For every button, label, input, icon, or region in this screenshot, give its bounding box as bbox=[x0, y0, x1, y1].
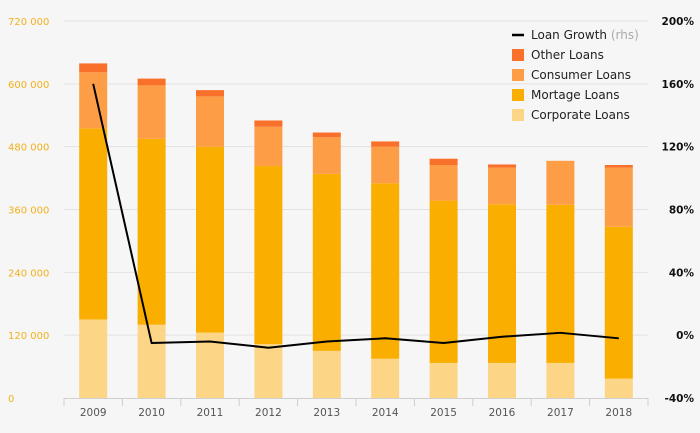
bar-segment bbox=[196, 96, 224, 147]
y-right-tick-label: -40% bbox=[665, 393, 695, 405]
y-left-tick-label: 240 000 bbox=[8, 268, 49, 279]
bar-segment bbox=[371, 146, 400, 184]
bar-segment bbox=[604, 378, 633, 398]
bar-segment bbox=[604, 167, 633, 227]
y-right-tick-label: 120% bbox=[662, 142, 695, 154]
bar-segment bbox=[371, 141, 400, 147]
bar-segment bbox=[429, 158, 458, 165]
legend-label: Loan Growth (rhs) bbox=[531, 28, 639, 42]
legend-swatch bbox=[512, 69, 524, 81]
y-right-tick-label: 80% bbox=[669, 205, 695, 217]
legend-note: (rhs) bbox=[611, 28, 639, 42]
bar-segment bbox=[429, 362, 458, 398]
bar-segment bbox=[137, 324, 166, 398]
bar-segment bbox=[137, 78, 166, 86]
x-tick-label: 2009 bbox=[80, 407, 107, 419]
x-tick-label: 2011 bbox=[197, 407, 224, 419]
bar-segment bbox=[546, 362, 575, 398]
bar-segment bbox=[488, 164, 516, 168]
legend-swatch bbox=[512, 89, 524, 101]
y-left-tick-label: 120 000 bbox=[8, 331, 49, 342]
bar-segment bbox=[312, 350, 341, 398]
bar-segment bbox=[254, 126, 283, 167]
legend-label: Corporate Loans bbox=[531, 108, 630, 122]
bar-segment bbox=[488, 362, 516, 398]
bar-segment bbox=[371, 183, 400, 359]
x-tick-label: 2014 bbox=[372, 407, 399, 419]
bar-segment bbox=[312, 137, 341, 174]
bar-segment bbox=[546, 160, 575, 205]
bar-segment bbox=[254, 120, 283, 127]
bar-segment bbox=[604, 226, 633, 379]
bar-segment bbox=[254, 344, 283, 398]
bar-segment bbox=[546, 204, 575, 363]
bar-segment bbox=[429, 164, 458, 201]
legend-label: Other Loans bbox=[531, 48, 604, 62]
y-right-tick-label: 200% bbox=[662, 16, 695, 28]
y-left-tick-label: 360 000 bbox=[8, 206, 49, 217]
legend-swatch bbox=[512, 109, 524, 121]
bar-segment bbox=[371, 358, 400, 398]
y-right-tick-label: 0% bbox=[676, 330, 694, 342]
legend-label: Mortage Loans bbox=[531, 88, 620, 102]
x-tick-label: 2016 bbox=[489, 407, 516, 419]
y-left-tick-label: 0 bbox=[8, 394, 14, 405]
x-tick-label: 2017 bbox=[547, 407, 574, 419]
bar-segment bbox=[79, 63, 108, 73]
y-right-tick-label: 160% bbox=[662, 79, 695, 91]
bar-segment bbox=[79, 319, 108, 398]
x-tick-label: 2010 bbox=[138, 407, 165, 419]
y-right-tick-label: 40% bbox=[669, 267, 695, 279]
bar-segment bbox=[79, 128, 108, 320]
y-left-tick-label: 600 000 bbox=[8, 80, 49, 91]
x-tick-label: 2012 bbox=[255, 407, 282, 419]
y-left-tick-label: 720 000 bbox=[8, 17, 49, 28]
bar-segment bbox=[79, 72, 108, 129]
y-left-tick-label: 480 000 bbox=[8, 143, 49, 154]
bar-segment bbox=[254, 166, 283, 345]
bar-segment bbox=[137, 138, 166, 325]
bar-segment bbox=[137, 85, 166, 139]
bar-segment bbox=[488, 204, 516, 363]
x-tick-label: 2015 bbox=[430, 407, 457, 419]
bar-segment bbox=[312, 132, 341, 138]
legend-label: Consumer Loans bbox=[531, 68, 631, 82]
bar-segment bbox=[312, 173, 341, 351]
loan-growth-line bbox=[92, 83, 619, 349]
x-tick-label: 2018 bbox=[605, 407, 632, 419]
x-tick-label: 2013 bbox=[313, 407, 340, 419]
bar-segment bbox=[604, 164, 633, 168]
legend-swatch bbox=[512, 49, 524, 61]
bar-segment bbox=[488, 167, 516, 205]
bar-segment bbox=[196, 90, 224, 97]
bar-segment bbox=[429, 200, 458, 363]
bar-segment bbox=[196, 146, 224, 333]
